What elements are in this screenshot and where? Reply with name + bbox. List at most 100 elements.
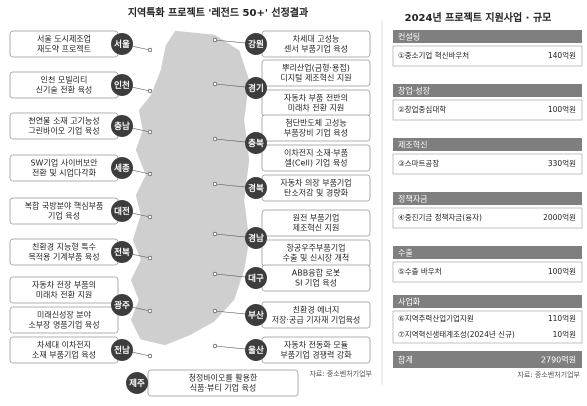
- project-text: 목적용 기계부품 육성: [28, 252, 99, 262]
- region-name: 전북: [114, 247, 130, 258]
- location-dot: [147, 88, 153, 94]
- project-box: [9, 276, 119, 304]
- region-name: 충남: [114, 121, 130, 132]
- section-body: [392, 45, 583, 67]
- region-badge: [245, 339, 267, 361]
- region-badge: [245, 77, 267, 99]
- location-dot: [212, 271, 218, 277]
- project-text: 부품기업 경쟁력 강화: [280, 350, 352, 360]
- region-badge: [111, 200, 133, 222]
- location-dot: [212, 136, 218, 142]
- region-badge: [111, 157, 133, 179]
- project-text: 차세대 고성능: [293, 35, 340, 44]
- project-text: 셀(Cell) 기업 육성: [284, 158, 347, 168]
- region-name: 부산: [248, 310, 264, 321]
- project-text: 친환경 지능형 특수: [32, 242, 96, 252]
- project-text: 탄소저감 및 경량화: [284, 188, 349, 198]
- region-name: 제주: [129, 378, 145, 389]
- project-text: 원전 부품기업: [293, 213, 340, 223]
- project-text: 제조혁신 지원: [293, 224, 340, 233]
- map-title: 지역특화 프로젝트 '레전드 50+' 선정결과: [128, 6, 309, 19]
- table-title: 2024년 프로젝트 지원사업 · 규모: [405, 11, 552, 24]
- program: ②창업중심대학: [398, 104, 446, 114]
- region-badge: [245, 227, 267, 249]
- table-source: 자료: 중소벤처기업부: [517, 370, 580, 379]
- location-dot: [212, 37, 218, 43]
- region-badge: [245, 304, 267, 326]
- region-badge: [245, 33, 267, 55]
- section-body: [392, 207, 583, 229]
- location-dot: [147, 129, 153, 135]
- project-text: 인천 모빌리티: [41, 75, 88, 85]
- project-text: 복합 국방분야 핵심부품: [25, 201, 104, 211]
- program: ④중진기금 정책자금(융자): [398, 212, 482, 222]
- region-name: 전남: [114, 345, 130, 356]
- location-dot: [147, 255, 153, 261]
- section-header: [393, 84, 582, 97]
- location-dot: [147, 47, 153, 53]
- location-dot: [147, 353, 153, 359]
- project-text: 청정바이오를 활용한: [189, 373, 258, 383]
- location-dot: [147, 171, 153, 177]
- project-text: 미래차 전환 지원: [36, 290, 93, 300]
- total-row: [393, 351, 582, 368]
- section-name: 창업·성장: [398, 86, 431, 96]
- location-dot: [147, 214, 153, 220]
- program: ⑥지역주력산업기업지원: [398, 313, 474, 323]
- section-body: [392, 310, 583, 344]
- project-text: 차세대 이차전지: [37, 340, 91, 350]
- program: ⑤수출 바우처: [398, 266, 442, 276]
- section-header: [393, 30, 582, 43]
- project-text: 수출 및 신시장 개척: [283, 253, 350, 263]
- project-text: 자동차 부품 전반의: [284, 93, 348, 103]
- project-text: 소부장 명품기업 육성: [28, 320, 99, 330]
- total-amount: 2790억원: [541, 355, 576, 365]
- project-text: 그린바이오 기업 육성: [28, 126, 99, 136]
- region-name: 대전: [114, 206, 130, 217]
- program: ⑦지역혁신생태계조성(2024년 신규): [398, 329, 515, 339]
- map-source: 자료: 중소벤처기업부: [309, 369, 372, 378]
- program: ③스마트공장: [398, 158, 439, 168]
- project-text: 디지털 제조혁신 지원: [280, 73, 351, 83]
- project-text: 부품장비 기업 육성: [284, 128, 348, 138]
- amount: 110억원: [548, 314, 576, 323]
- project-text: 신기술 전환 육성: [36, 85, 93, 95]
- project-text: 전환 및 시업다각화: [32, 168, 97, 178]
- region-badge: [111, 33, 133, 55]
- region-name: 대구: [248, 273, 264, 284]
- project-text: 기업 육성: [48, 212, 80, 221]
- section-header: [393, 295, 582, 308]
- section-name: 제조혁신: [398, 141, 427, 150]
- project-text: 천연물 소재 고기능성: [28, 116, 99, 126]
- region-badge: [126, 372, 148, 394]
- amount: 100억원: [548, 267, 576, 276]
- region-name: 경북: [248, 183, 264, 194]
- region-name: 서울: [114, 39, 130, 50]
- region-badge: [111, 74, 133, 96]
- project-text: 미래신성장 분야: [37, 310, 92, 320]
- section-name: 정책자금: [398, 194, 427, 204]
- project-text: 뿌리산업(금형·용접): [282, 63, 350, 73]
- project-text: 미래차 전환 지원: [288, 103, 345, 113]
- project-box: [261, 144, 371, 172]
- region-badge: [111, 115, 133, 137]
- total-label: 합계: [398, 355, 413, 365]
- project-text: 센서 부품기업 육성: [284, 44, 348, 54]
- amount: 140억원: [548, 51, 576, 60]
- region-badge: [111, 241, 133, 263]
- section-header: [393, 246, 582, 259]
- project-text: 재도약 프로젝트: [37, 44, 91, 54]
- section-body: [392, 261, 583, 283]
- program: ①중소기업 혁신바우처: [398, 50, 469, 60]
- amount: 10억원: [553, 330, 576, 339]
- project-text: SI 기업 육성: [295, 279, 337, 288]
- region-badge: [111, 294, 133, 316]
- section-header: [393, 138, 582, 151]
- project-text: 소재 부품기업 육성: [32, 351, 96, 360]
- project-text: 자동차 전장 부품의: [32, 280, 96, 290]
- section-name: 컨설팅: [398, 32, 420, 42]
- region-badge: [245, 177, 267, 199]
- project-text: 자동차 의장 부품기업: [280, 178, 351, 188]
- section-body: [392, 153, 583, 175]
